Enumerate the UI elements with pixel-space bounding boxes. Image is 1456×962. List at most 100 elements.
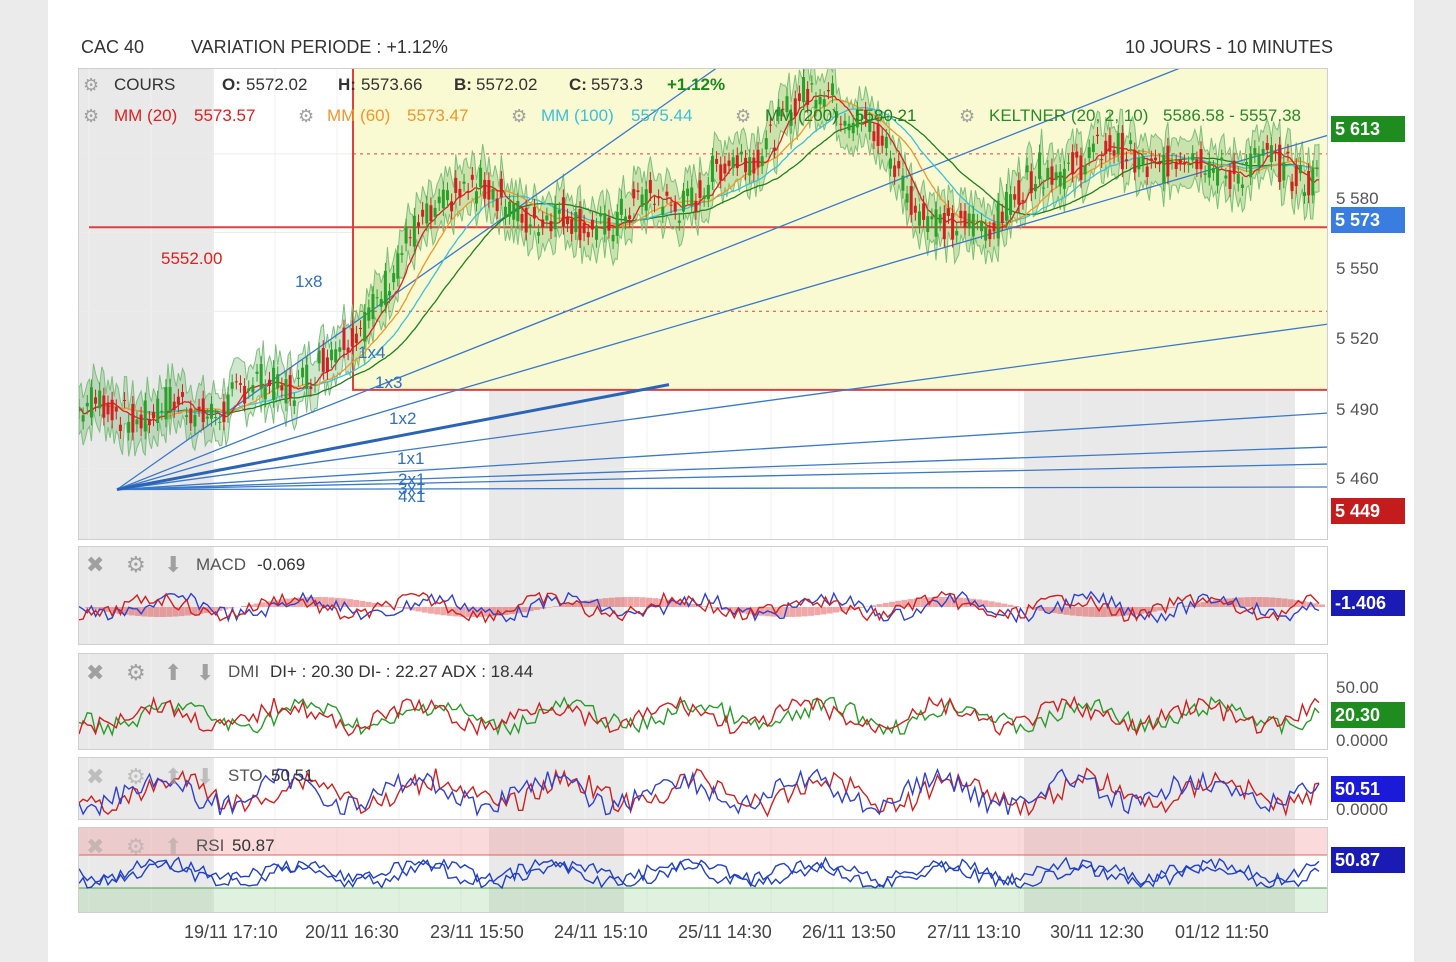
rsi-panel[interactable] [78,827,1328,913]
candle-body [1129,140,1133,145]
candle-body [1170,161,1174,163]
sto-panel[interactable] [78,757,1328,820]
candle-body [661,206,665,216]
mm20-label[interactable]: MM (20) [114,106,178,125]
mm60-label[interactable]: MM (60) [327,106,391,125]
close-icon[interactable]: ✖ [86,834,105,859]
candle-body [1245,162,1249,165]
candle-body [110,399,114,421]
candle-body [106,403,110,415]
macd-histogram-bar [646,597,653,607]
x-tick: 25/11 14:30 [678,922,772,942]
candle-body [160,410,164,413]
macd-histogram-bar [658,598,665,607]
candle-body [752,157,756,174]
candle-body [922,203,926,220]
candle-body [578,209,582,241]
macd-histogram-bar [135,607,142,617]
macd-histogram-bar [988,601,995,607]
gann-label-4x1: 4x1 [398,487,426,506]
gann-line [116,463,1327,491]
x-tick: 26/11 13:50 [802,922,896,942]
candle-body [955,230,959,236]
candle-body [744,157,748,173]
macd-histogram-bar [1200,602,1207,607]
mm100-label[interactable]: MM (100) [541,106,614,125]
candle-body [379,299,383,307]
gear-icon[interactable]: ⚙ [83,106,100,126]
price-tick: 5 520 [1336,329,1379,348]
arrow-up-icon[interactable]: ⬆ [164,834,183,859]
candle-body [797,93,801,102]
candle-body [1000,211,1004,224]
arrow-up-icon[interactable]: ⬆ [164,764,183,789]
mm200-label[interactable]: MM (200) [765,106,838,125]
candle-body [520,213,524,223]
dmi-panel[interactable] [78,653,1328,750]
gear-icon[interactable]: ⚙ [126,834,146,859]
gear-icon[interactable]: ⚙ [511,106,528,126]
macd-histogram-bar [384,605,391,607]
arrow-down-icon[interactable]: ⬇ [196,764,215,789]
gear-icon[interactable]: ⚙ [959,106,976,126]
candle-body [259,364,263,390]
dmi-line [79,695,1320,737]
price-panel[interactable] [78,68,1328,540]
close-icon[interactable]: ✖ [86,764,105,789]
arrow-down-icon[interactable]: ⬇ [196,660,215,685]
macd-histogram-bar [565,603,572,607]
candle-body [1307,170,1311,196]
gear-icon[interactable]: ⚙ [126,764,146,789]
macd-value: -0.069 [257,555,306,574]
candle-body [872,131,876,142]
gear-icon[interactable]: ⚙ [83,75,100,95]
gear-icon[interactable]: ⚙ [735,106,752,126]
candle-body [1017,180,1021,205]
macd-histogram-bar [1188,604,1195,607]
dmi-label: DMI [228,662,260,681]
arrow-down-icon[interactable]: ⬇ [164,552,183,577]
candle-body [1220,157,1224,161]
candle-body [1133,150,1137,173]
candle-body [917,211,921,226]
candle-body [508,201,512,217]
macd-histogram-bar [745,607,752,615]
candle-body [375,297,379,299]
candle-body [1087,147,1091,159]
macd-histogram-bar [621,597,628,607]
candle-body [433,207,437,217]
period-label[interactable]: 10 JOURS - 10 MINUTES [1125,37,1334,57]
candle-body [574,212,578,233]
price-chart [79,69,1327,539]
candle-body [549,221,553,232]
close-icon[interactable]: ✖ [86,660,105,685]
candle-body [897,160,901,169]
candle-body [1311,168,1315,196]
macd-histogram-bar [178,607,185,617]
gear-icon[interactable]: ⚙ [126,660,146,685]
macd-histogram-bar [103,607,110,612]
gear-icon[interactable]: ⚙ [126,552,146,577]
keltner-label[interactable]: KELTNER (20, 2, 10) [989,106,1149,125]
x-tick: 27/11 13:10 [927,922,1021,942]
macd-histogram-bar [907,599,914,607]
macd-histogram-bar [128,607,135,616]
macd-histogram-bar [1082,607,1089,617]
candle-body [1240,184,1244,189]
candle-body [1298,164,1302,174]
macd-panel[interactable] [78,546,1328,645]
candle-body [437,196,441,204]
gear-icon[interactable]: ⚙ [298,106,315,126]
macd-histogram-bar [1063,607,1070,615]
support-level-label: 5552.00 [161,249,223,268]
candle-body [214,417,218,419]
candle-body [371,293,375,320]
candle-body [474,191,478,204]
macd-histogram-bar [527,607,534,612]
macd-histogram-bar [758,607,765,616]
arrow-up-icon[interactable]: ⬆ [164,660,183,685]
candle-body [1062,168,1066,189]
macd-histogram-bar [808,607,815,616]
close-icon[interactable]: ✖ [86,552,105,577]
candle-body [458,188,462,198]
